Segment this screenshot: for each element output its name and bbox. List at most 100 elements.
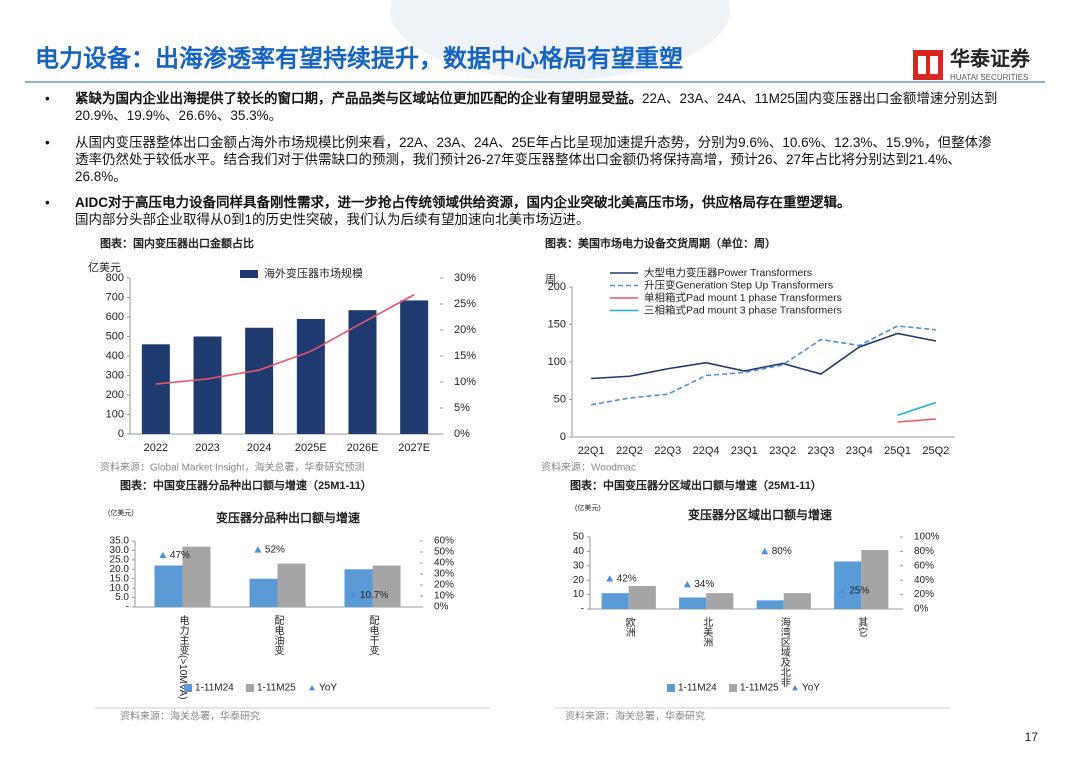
x-tick-label: 25Q1 (884, 445, 911, 457)
x-tick-label: 22Q3 (654, 445, 681, 457)
legend-label: 1-11M24 (678, 683, 717, 694)
y-tick-label: 25.0 (110, 554, 130, 565)
data-label: 80% (772, 546, 792, 557)
y2-tick-label: 80% (914, 546, 934, 557)
axis-unit: (亿美元) (575, 503, 601, 512)
x-tick-label: 22Q1 (578, 445, 605, 457)
y-tick-label: 150 (548, 318, 566, 330)
chart-caption: 图表：中国变压器分品种出口额与增速（25M1-11） (120, 478, 372, 492)
legend-label: 1-11M24 (195, 683, 234, 694)
logo-icon-part (930, 56, 938, 74)
y-tick-label: 50 (573, 532, 585, 543)
bullet-text: 22A、23A、24A、11M25国内变压器出口金额增速分别达到20.9%、19… (75, 91, 998, 123)
y-tick-label: 10.0 (110, 583, 130, 594)
legend-swatch (792, 685, 798, 691)
marker (761, 547, 769, 555)
bar (141, 344, 170, 434)
chart-caption: 图表：美国市场电力设备交货周期（单位：周） (545, 236, 776, 250)
bullet-text: 国内部分头部企业取得从0到1的历史性突破，我们认为后续有望加速向北美市场迈进。 (75, 212, 590, 227)
source-note: 资料来源：海关总署，华泰研究 (120, 710, 260, 723)
line (591, 332, 937, 380)
x-tick-label: 电力主变(>10MVA) (177, 614, 189, 700)
bullet-dot: • (45, 195, 50, 210)
bar (154, 565, 183, 607)
bar (372, 565, 401, 607)
legend-label: 海外变压器市场规模 (264, 266, 363, 280)
y-tick-label: 100 (548, 356, 566, 368)
x-tick-label: 25Q2 (922, 445, 949, 457)
logo-subtext: HUATAI SECURITIES (950, 73, 1028, 82)
x-tick-label: 北美洲 (701, 617, 713, 647)
y-tick-label: 800 (106, 272, 124, 284)
bar (245, 327, 274, 434)
y-tick-label: 30.0 (110, 545, 130, 556)
y-tick-label: 200 (106, 389, 124, 401)
legend-label: YoY (802, 683, 820, 694)
x-tick-label: 配电干变 (367, 615, 379, 656)
y-tick-label: 50 (554, 393, 566, 405)
x-tick-label: 2022 (144, 442, 168, 454)
line (897, 418, 936, 423)
chart: 图表：中国变压器分区域出口额与增速（25M1-11） (亿美元) 资料来源：海关总署… (565, 478, 940, 723)
x-tick-label: 22Q2 (616, 445, 643, 457)
bullet: • AIDC对于高压电力设备同样具备刚性需求，进一步抢占传统领域供给资源，国内企业… (45, 194, 1005, 228)
legend-swatch (246, 684, 254, 692)
marker (838, 587, 846, 594)
chart-caption: 图表：国内变压器出口金额占比 (100, 236, 254, 250)
y-tick-label: 0 (118, 428, 124, 440)
y-tick-label: - (126, 602, 129, 613)
x-tick-label: 配电油变 (272, 615, 284, 656)
axis-unit: 亿美元 (88, 261, 121, 274)
y2-tick-label: 0% (454, 428, 470, 440)
line (155, 293, 415, 385)
bullet: • 紧缺为国内企业出海提供了较长的窗口期，产品品类与区域站位更加匹配的企业有望明显… (45, 90, 1005, 124)
page-number: 17 (1025, 730, 1039, 744)
y-tick-label: 5.0 (115, 592, 129, 603)
data-label: 42% (617, 573, 637, 584)
bar (296, 318, 325, 434)
page-title: 电力设备：出海渗透率有望持续提升，数据中心格局有望重塑 (35, 44, 683, 72)
y-tick-label: 40 (573, 546, 585, 557)
legend-label: 1-11M25 (257, 683, 296, 694)
x-tick-label: 2024 (247, 442, 271, 454)
bullet-dot: • (45, 135, 50, 150)
axis-unit: 周 (545, 273, 556, 286)
legend-label: 升压变Generation Step Up Transformers (644, 278, 833, 291)
y2-tick-label: 20% (454, 324, 476, 336)
source-note: 资料来源：海关总署，华泰研究 (565, 710, 705, 723)
x-tick-label: 23Q4 (846, 445, 873, 457)
bar (348, 310, 377, 434)
logo-text: 华泰证券 (950, 46, 1031, 70)
source-note: 资料来源：Woodmac (541, 461, 636, 474)
legend-label: 大型电力变压器Power Transformers (644, 266, 812, 279)
y-tick-label: 20 (573, 575, 585, 586)
x-tick-label: 欧洲 (623, 617, 635, 637)
x-tick-label: 23Q1 (731, 445, 758, 457)
y2-tick-label: 40% (434, 558, 454, 569)
line (591, 325, 936, 406)
y-tick-label: 300 (106, 369, 124, 381)
logo-icon-part (918, 56, 926, 74)
legend-swatch (240, 270, 258, 278)
y-tick-label: 20.0 (110, 564, 130, 575)
legend-swatch (309, 685, 315, 691)
x-tick-label: 2026E (347, 442, 379, 454)
y2-tick-label: 100% (914, 532, 940, 543)
y-tick-label: 0 (560, 431, 566, 443)
bullet-bold: 紧缺为国内企业出海提供了较长的窗口期，产品品类与区域站位更加匹配的企业有望明显受… (75, 91, 642, 106)
bar (400, 300, 429, 434)
x-tick-label: 其它 (856, 617, 868, 637)
x-tick-label: 23Q2 (769, 445, 796, 457)
y-tick-label: 10 (573, 589, 585, 600)
data-label: 25% (849, 586, 869, 597)
x-tick-label: 2025E (295, 442, 327, 454)
bullet-bold: AIDC对于高压电力设备同样具备刚性需求，进一步抢占传统领域供给资源，国内企业突… (75, 195, 851, 210)
data-label: 10.7% (360, 590, 388, 601)
y2-tick-label: 60% (914, 560, 934, 571)
bar (277, 563, 306, 607)
y2-tick-label: 60% (434, 536, 454, 547)
